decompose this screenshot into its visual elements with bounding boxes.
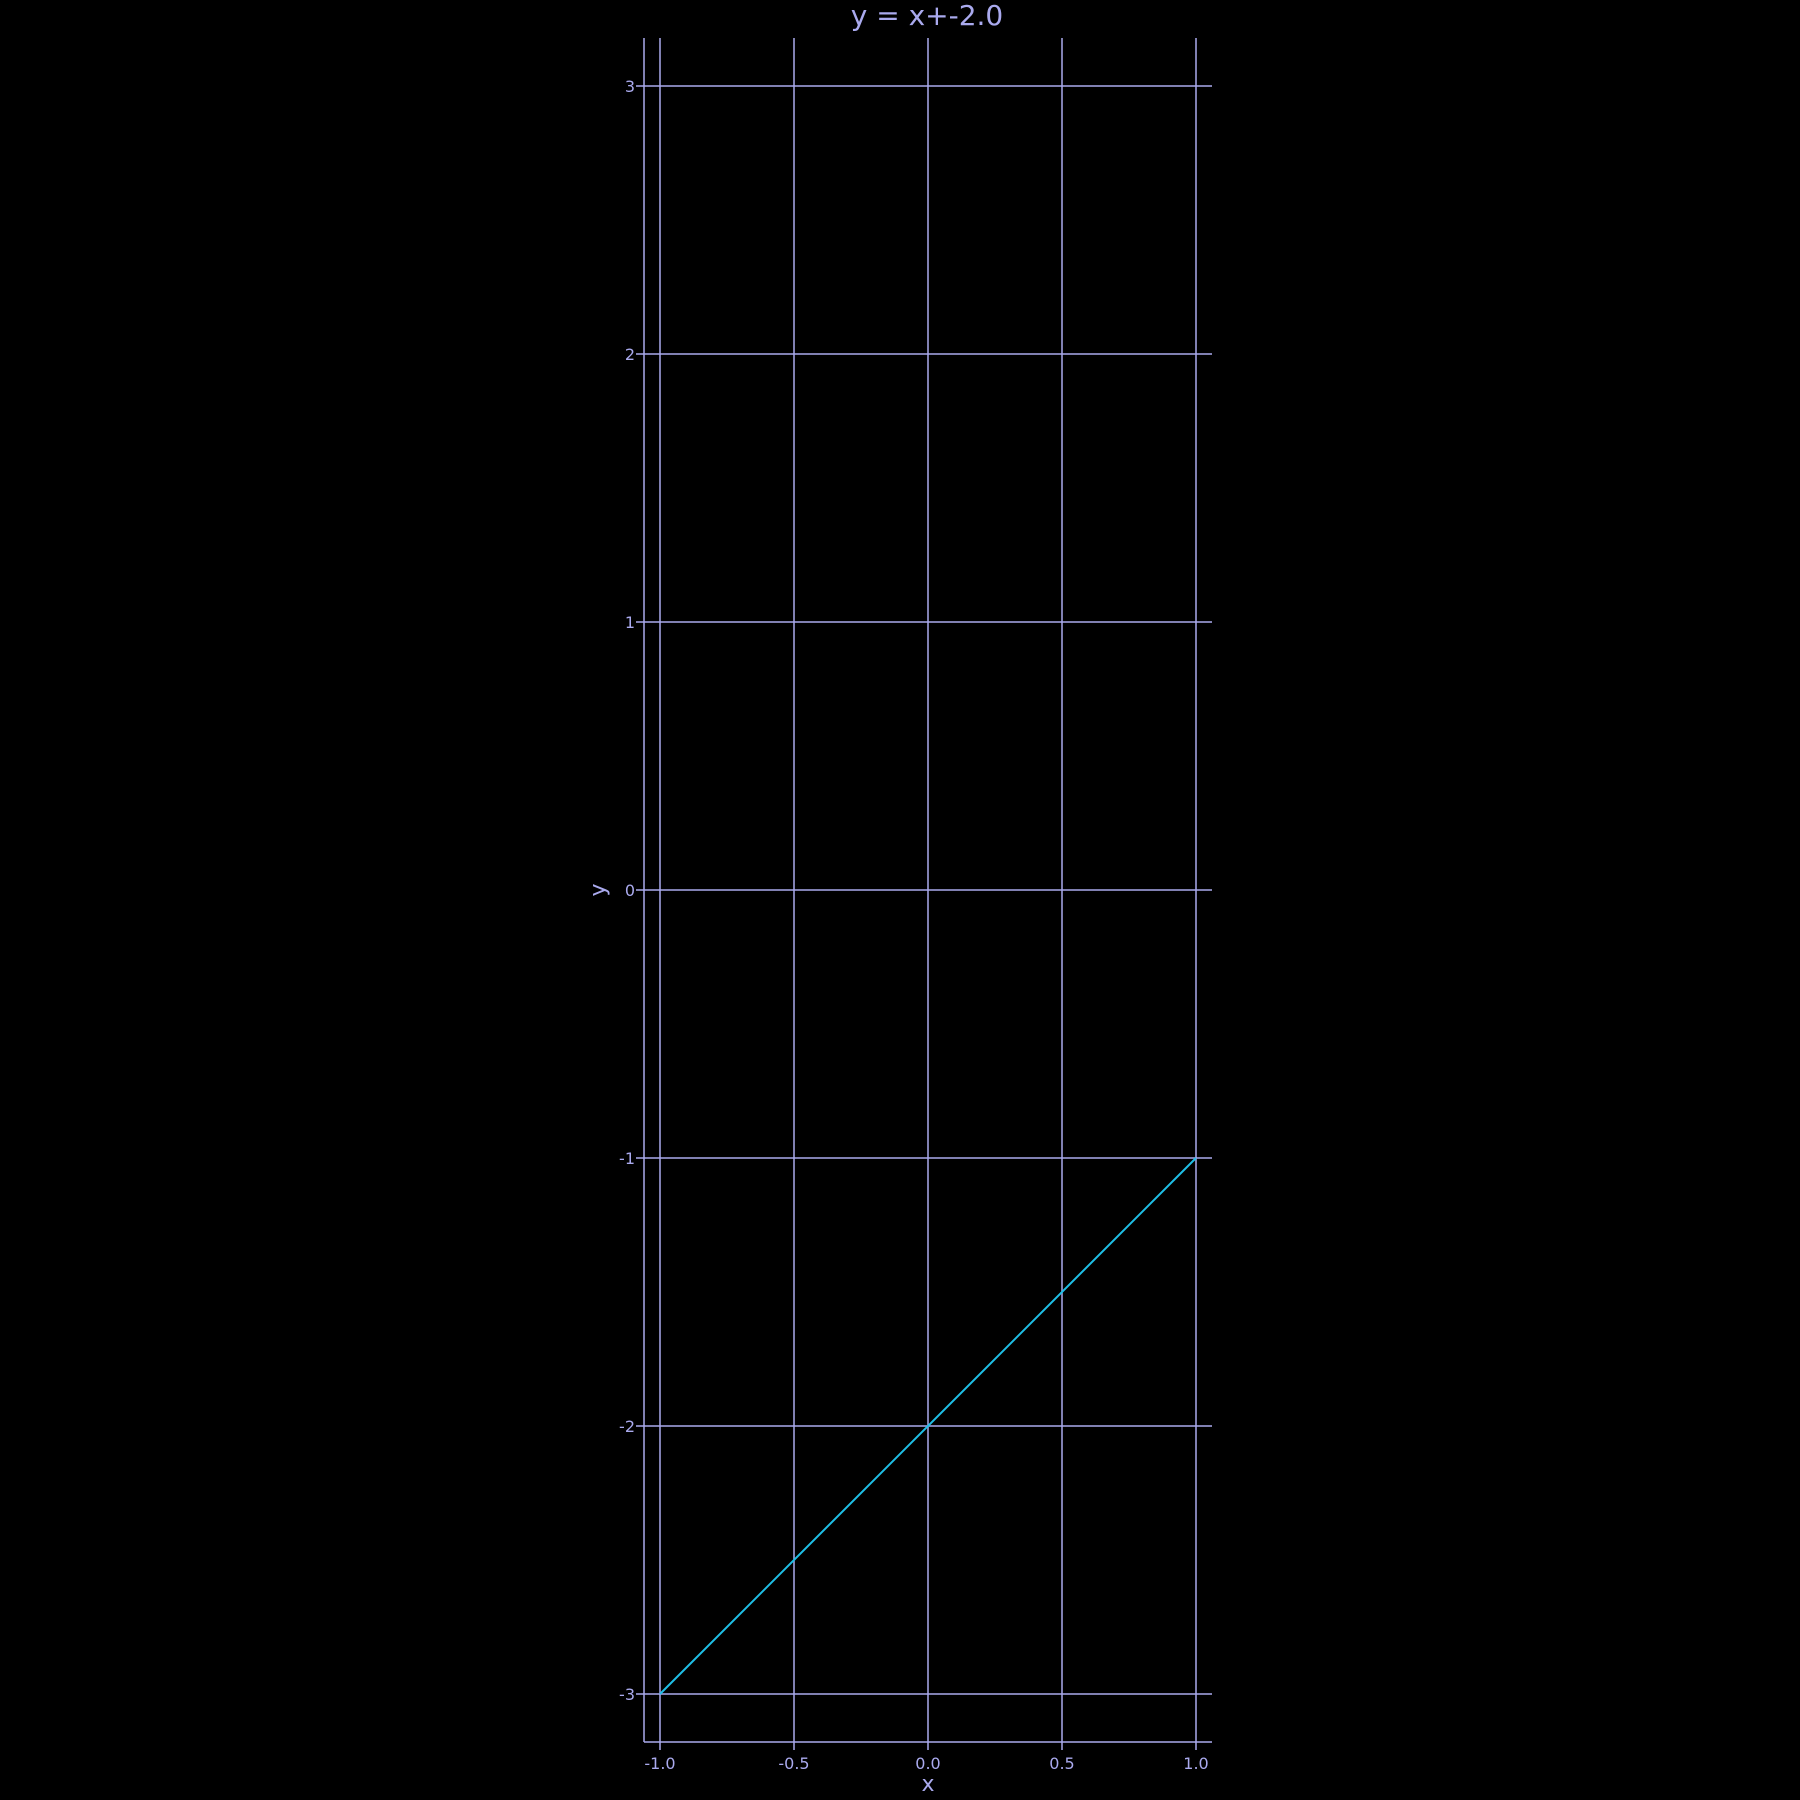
y-tick-label: -1 <box>619 1149 635 1168</box>
x-tick-label: 0.5 <box>1049 1754 1074 1773</box>
y-tick-label: 2 <box>625 345 635 364</box>
x-tick-label: -0.5 <box>778 1754 809 1773</box>
y-tick-label: 0 <box>625 881 635 900</box>
tick-labels: -1.0 -0.5 0.0 0.5 1.0 3 2 1 0 -1 -2 -3 <box>619 77 1209 1773</box>
y-tick-label: 3 <box>625 77 635 96</box>
x-tick-label: 1.0 <box>1183 1754 1208 1773</box>
x-axis-label: x <box>921 1772 934 1797</box>
chart-title: y = x+-2.0 <box>851 0 1004 32</box>
grid-lines <box>644 38 1212 1742</box>
y-tick-label: -3 <box>619 1685 635 1704</box>
y-tick-label: -2 <box>619 1417 635 1436</box>
x-tick-label: 0.0 <box>915 1754 940 1773</box>
series-lines <box>659 1157 1197 1695</box>
y-axis-label: y <box>586 883 611 896</box>
series-line <box>659 1157 1197 1695</box>
axes <box>636 38 1212 1750</box>
y-tick-label: 1 <box>625 613 635 632</box>
x-tick-label: -1.0 <box>644 1754 675 1773</box>
